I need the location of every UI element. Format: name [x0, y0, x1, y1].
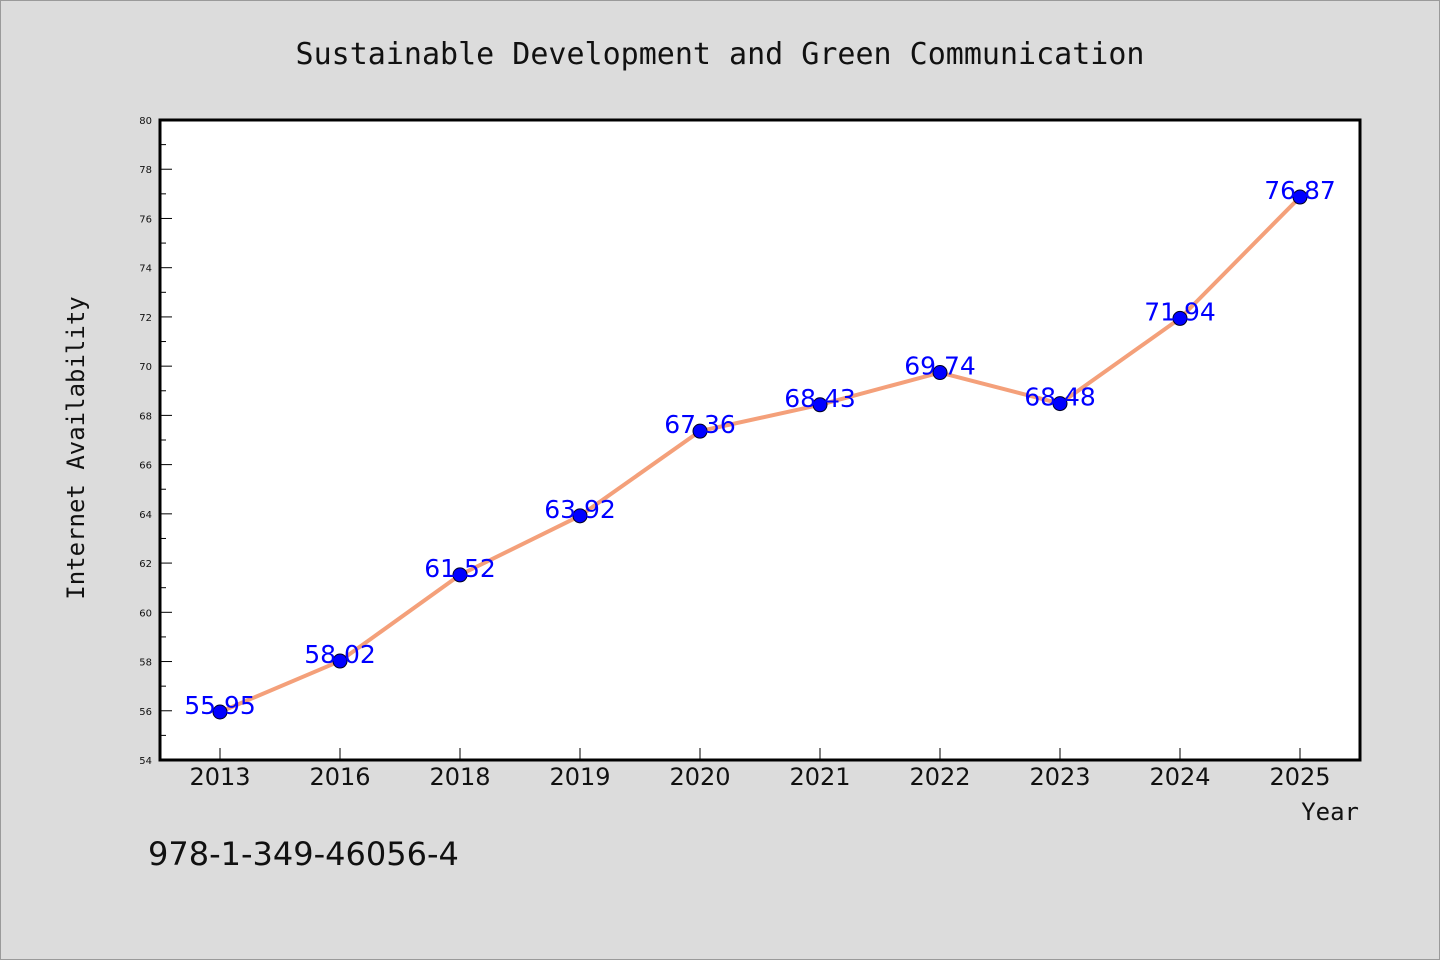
y-tick-label: 64: [139, 510, 152, 521]
series-line: [219, 195, 1302, 714]
y-tick-label: 54: [139, 756, 152, 767]
data-label-2016: 58.02: [304, 640, 376, 669]
data-point-2024: [1172, 310, 1188, 326]
data-label-2022: 69.74: [904, 352, 976, 381]
y-tick-label: 78: [139, 165, 152, 176]
data-point-2016: [332, 653, 348, 669]
x-tick-label: 2024: [1149, 763, 1210, 791]
data-label-2019: 63.92: [544, 495, 616, 524]
data-markers: [212, 189, 1308, 720]
x-axis: 2013 2016 2018 2019 2020 2021 2022 2023 2024 2025: [189, 748, 1331, 791]
x-tick-label: 2021: [789, 763, 850, 791]
data-label-2021: 68.43: [784, 384, 856, 413]
x-tick-label: 2020: [669, 763, 730, 791]
data-point-2020: [692, 423, 708, 439]
x-tick-label: 2019: [549, 763, 610, 791]
data-point-2021: [812, 397, 828, 413]
data-label-2018: 61.52: [424, 554, 496, 583]
y-tick-label: 68: [139, 411, 152, 422]
data-point-2018: [452, 567, 468, 583]
data-label-2024: 71.94: [1144, 297, 1216, 326]
y-tick-label: 56: [139, 707, 152, 718]
x-tick-label: 2022: [909, 763, 970, 791]
data-label-2013: 55.95: [184, 691, 256, 720]
data-label-2020: 67.36: [664, 410, 736, 439]
y-tick-label: 76: [139, 214, 152, 225]
y-tick-label: 62: [139, 559, 152, 570]
y-tick-label: 80: [139, 116, 152, 127]
y-axis: 54 56 58 60 62 64 66 68 70 72 74 76 78 80: [139, 116, 172, 767]
x-axis-label: Year: [1301, 798, 1359, 826]
isbn-annotation: 978-1-349-46056-4: [148, 835, 459, 873]
y-tick-label: 58: [139, 658, 152, 669]
data-label-2025: 76.87: [1264, 176, 1336, 205]
data-point-2019: [572, 508, 588, 524]
plot-area: [158, 118, 1362, 762]
y-tick-label: 70: [139, 362, 152, 373]
x-tick-label: 2013: [189, 763, 250, 791]
x-tick-label: 2025: [1269, 763, 1330, 791]
y-tick-label: 66: [139, 461, 152, 472]
y-tick-label: 74: [139, 264, 152, 275]
y-axis-label: Internet Availability: [62, 296, 90, 599]
x-tick-label: 2018: [429, 763, 490, 791]
data-point-2022: [932, 365, 948, 381]
data-labels: 55.95 58.02 61.52 63.92 67.36 68.43 69.74 68.48…: [184, 176, 1336, 720]
data-point-2013: [212, 704, 228, 720]
data-label-2023: 68.48: [1024, 383, 1096, 412]
y-tick-label: 72: [139, 313, 152, 324]
x-tick-label: 2016: [309, 763, 370, 791]
data-point-2023: [1052, 396, 1068, 412]
chart-title: Sustainable Development and Green Commun…: [296, 37, 1145, 72]
data-point-2025: [1292, 189, 1308, 205]
x-tick-label: 2023: [1029, 763, 1090, 791]
y-tick-label: 60: [139, 608, 152, 619]
